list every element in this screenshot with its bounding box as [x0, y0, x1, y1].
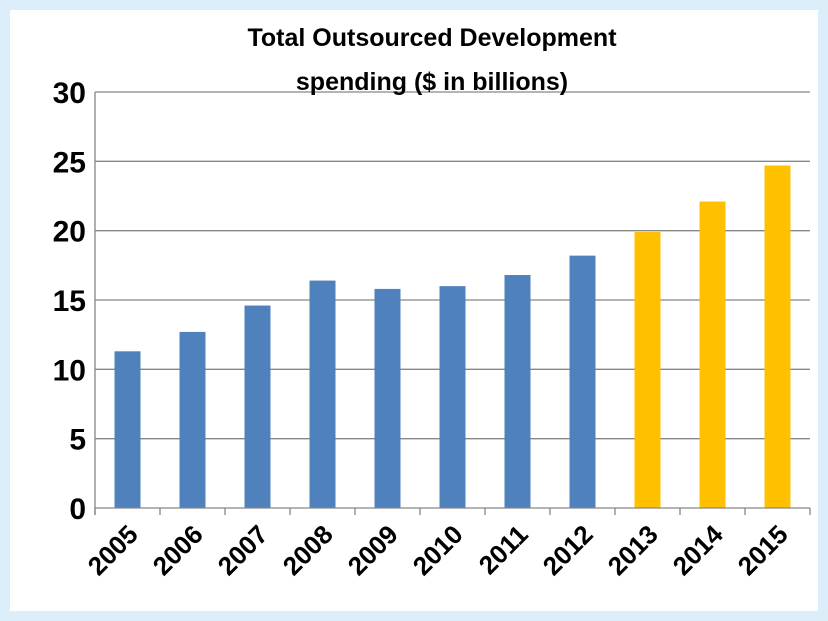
bars	[114, 165, 791, 508]
y-tick-label-0: 0	[69, 493, 86, 526]
y-tick-label-10: 10	[53, 354, 86, 387]
bar-2006	[179, 331, 206, 508]
bar-2011	[504, 275, 531, 508]
axes	[94, 92, 811, 515]
plot-background	[10, 10, 818, 611]
bar-2005	[114, 351, 141, 508]
y-tick-label-20: 20	[53, 216, 86, 249]
y-tick-label-30: 30	[53, 77, 86, 110]
bar-2015	[764, 165, 791, 508]
bar-2008	[309, 280, 336, 508]
chart-title-line-2: spending ($ in billions)	[296, 68, 568, 96]
chart-title-line-1: Total Outsourced Development	[247, 24, 617, 52]
bar-2012	[569, 255, 596, 508]
y-tick-label-15: 15	[53, 285, 86, 318]
bar-2013	[634, 232, 661, 508]
bar-2009	[374, 288, 401, 508]
bar-2007	[244, 305, 271, 508]
y-tick-label-5: 5	[69, 424, 86, 457]
bar-2010	[439, 286, 466, 508]
y-tick-label-25: 25	[53, 146, 86, 179]
bar-2014	[699, 201, 726, 508]
